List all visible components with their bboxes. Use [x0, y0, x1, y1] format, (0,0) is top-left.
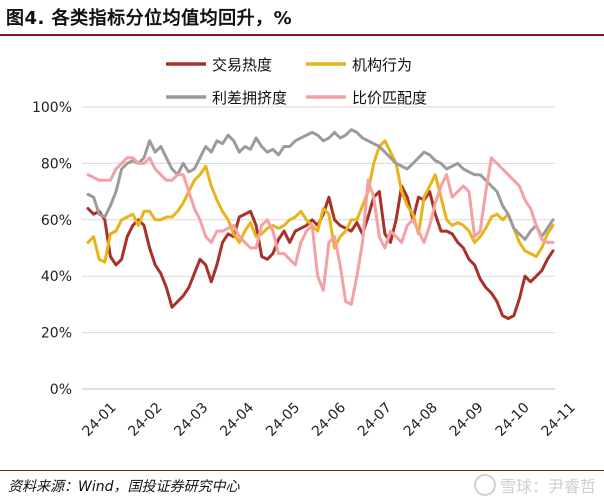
x-tick-label: 24-07: [355, 400, 395, 440]
y-tick-label: 20%: [41, 326, 72, 342]
series-line-3: [86, 156, 555, 306]
series-lines: [86, 128, 555, 320]
legend-label: 机构行为: [352, 56, 412, 74]
x-tick-label: 24-08: [401, 400, 441, 440]
x-tick-label: 24-05: [263, 400, 303, 440]
y-tick-label: 80%: [41, 156, 72, 172]
y-tick-label: 0%: [50, 382, 72, 398]
series-line-1: [86, 139, 555, 264]
footer-rule: [0, 470, 604, 471]
watermark: 雪球：尹睿哲: [473, 473, 596, 497]
x-tick-label: 24-06: [309, 400, 349, 440]
source-note: 资料来源：Wind，国投证券研究中心: [8, 479, 240, 495]
chart-title: 图4. 各类指标分位均值均回升，%: [6, 8, 293, 29]
x-tick-label: 24-09: [447, 400, 487, 440]
series-line-2: [86, 128, 555, 241]
axes: 0%20%40%60%80%100%24-01 24-02 24-03 24-04 24…: [32, 100, 579, 440]
x-tick-label: 24-11: [539, 400, 579, 440]
y-tick-label: 40%: [41, 269, 72, 285]
legend-label: 比价匹配度: [352, 89, 427, 107]
x-tick-label: 24-03: [171, 400, 211, 440]
x-tick-label: 24-01: [80, 400, 120, 440]
legend-label: 交易热度: [212, 56, 272, 74]
watermark-text: 雪球：尹睿哲: [499, 477, 596, 496]
title-underline: [0, 34, 604, 36]
x-tick-label: 24-02: [125, 400, 165, 440]
snowball-logo-icon: [473, 474, 496, 496]
y-tick-label: 100%: [32, 100, 72, 116]
x-tick-label: 24-04: [217, 400, 257, 440]
y-tick-label: 60%: [41, 213, 72, 229]
x-tick-label: 24-10: [493, 400, 533, 440]
legend-label: 利差拥挤度: [212, 89, 287, 107]
